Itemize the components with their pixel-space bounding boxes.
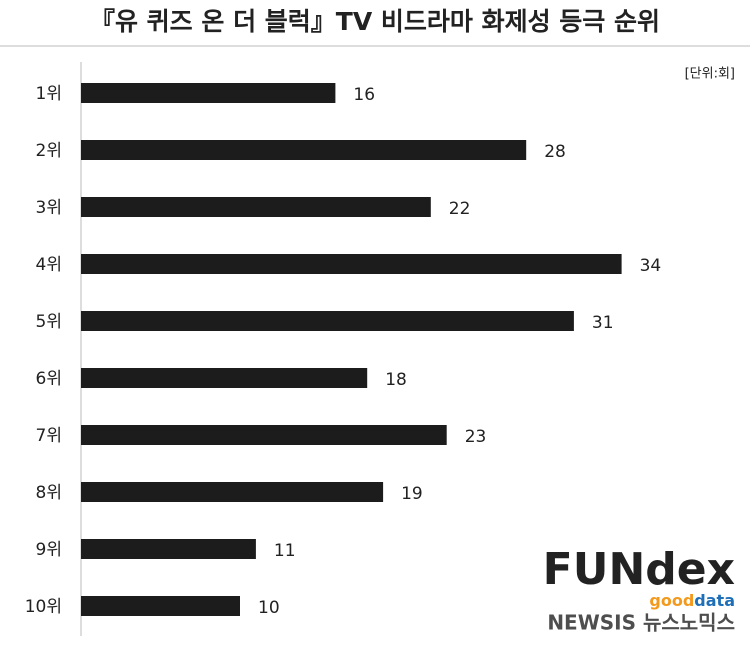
y-tick-label: 10위 <box>25 597 62 617</box>
watermark: NEWSIS 뉴스노믹스 <box>547 611 735 635</box>
logo-sub-data: data <box>694 591 735 610</box>
value-label: 11 <box>274 541 296 561</box>
bar <box>81 482 384 502</box>
bar <box>81 596 240 616</box>
bar <box>81 83 336 103</box>
logo-name: FUNdex <box>543 544 735 595</box>
logo-sub: gooddata <box>649 591 735 610</box>
y-tick-label: 5위 <box>36 312 62 332</box>
bar <box>81 425 447 445</box>
bar <box>81 140 527 160</box>
value-label: 16 <box>353 85 375 105</box>
y-tick-label: 9위 <box>36 540 62 560</box>
y-tick-label: 6위 <box>36 369 62 389</box>
chart-title: 『유 퀴즈 온 더 블럭』TV 비드라마 화제성 등극 순위 <box>90 7 660 36</box>
y-tick-label: 1위 <box>36 84 62 104</box>
value-label: 10 <box>258 598 280 618</box>
y-tick-label: 7위 <box>36 426 62 446</box>
bar <box>81 254 622 274</box>
value-label: 22 <box>449 199 471 219</box>
bar <box>81 368 368 388</box>
value-label: 28 <box>544 142 566 162</box>
y-tick-label: 4위 <box>36 255 62 275</box>
bar <box>81 197 431 217</box>
y-tick-label: 2위 <box>36 141 62 161</box>
unit-label: [단위:회] <box>685 67 735 82</box>
value-label: 31 <box>592 313 614 333</box>
value-label: 19 <box>401 484 423 504</box>
value-label: 34 <box>640 256 662 276</box>
bar <box>81 539 256 559</box>
logo-sub-good: good <box>649 591 694 610</box>
y-tick-label: 8위 <box>36 483 62 503</box>
value-label: 18 <box>385 370 407 390</box>
y-tick-label: 3위 <box>36 198 62 218</box>
bar <box>81 311 574 331</box>
value-label: 23 <box>465 427 487 447</box>
